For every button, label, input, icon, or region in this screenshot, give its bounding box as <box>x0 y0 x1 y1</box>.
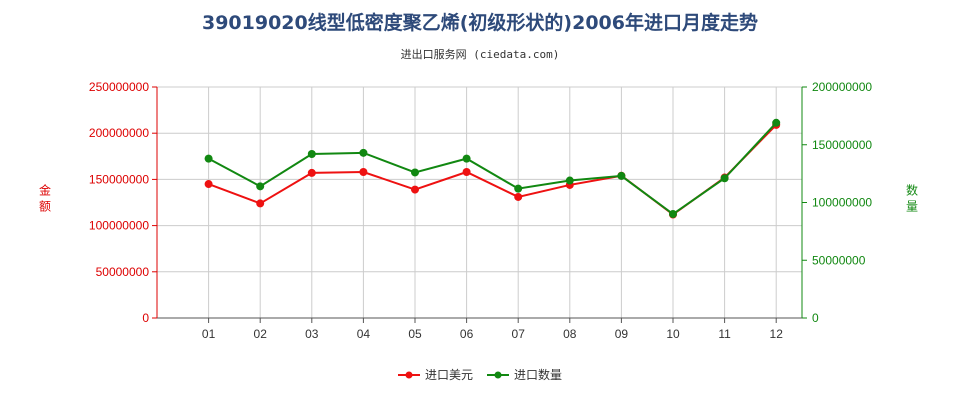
legend-marker <box>494 371 502 379</box>
series-layer <box>204 118 781 219</box>
legend-label: 进口美元 <box>425 368 473 382</box>
data-point <box>307 168 316 177</box>
x-tick-label: 10 <box>666 327 680 341</box>
data-point <box>359 168 368 177</box>
data-point <box>462 168 471 177</box>
data-point <box>411 185 419 194</box>
data-point <box>256 182 265 191</box>
data-point <box>411 168 419 177</box>
x-tick-label: 01 <box>202 327 216 341</box>
chart-subtitle: 进出口服务网 (ciedata.com) <box>400 48 560 61</box>
data-point <box>514 184 523 193</box>
data-point <box>514 192 523 201</box>
x-tick-label: 03 <box>305 327 319 341</box>
x-tick-label: 04 <box>357 327 371 341</box>
x-tick-label: 06 <box>460 327 474 341</box>
right-tick-label: 100000000 <box>812 196 872 210</box>
grid-lines <box>157 86 802 319</box>
right-tick-label: 150000000 <box>812 138 872 152</box>
axes: 0 50000000 100000000 150000000 200000000 2500… <box>39 80 918 341</box>
left-tick-label: 250000000 <box>89 80 149 94</box>
data-point <box>359 148 368 157</box>
legend: 进口美元 进口数量 <box>398 367 562 382</box>
data-point <box>462 154 471 163</box>
left-axis-title: 金额 <box>39 183 51 214</box>
right-tick-label: 200000000 <box>812 80 872 94</box>
left-tick-label: 200000000 <box>89 126 149 140</box>
x-tick-label: 12 <box>770 327 784 341</box>
left-tick-label: 150000000 <box>89 172 149 186</box>
x-tick-label: 02 <box>254 327 268 341</box>
right-tick-label: 0 <box>812 311 819 325</box>
data-point <box>307 149 316 158</box>
chart-title: 39019020线型低密度聚乙烯(初级形状的)2006年进口月度走势 <box>201 12 758 34</box>
left-tick-label: 0 <box>142 311 149 325</box>
data-point <box>772 118 781 127</box>
data-point <box>256 199 265 208</box>
data-point <box>204 154 213 163</box>
x-tick-label: 09 <box>615 327 629 341</box>
x-tick-label: 11 <box>718 327 731 341</box>
series-line <box>208 122 777 216</box>
x-tick-label: 07 <box>512 327 526 341</box>
x-tick-label: 05 <box>408 327 422 341</box>
data-point <box>204 180 213 189</box>
data-point <box>669 210 677 219</box>
data-point <box>617 171 626 180</box>
right-axis-title: 数量 <box>906 183 918 214</box>
legend-marker <box>405 371 413 379</box>
right-tick-label: 50000000 <box>812 253 866 267</box>
left-tick-label: 100000000 <box>89 219 149 233</box>
x-tick-label: 08 <box>563 327 577 341</box>
legend-label: 进口数量 <box>514 367 562 382</box>
left-tick-label: 50000000 <box>96 265 150 279</box>
data-point <box>565 176 574 185</box>
data-point <box>720 174 729 183</box>
